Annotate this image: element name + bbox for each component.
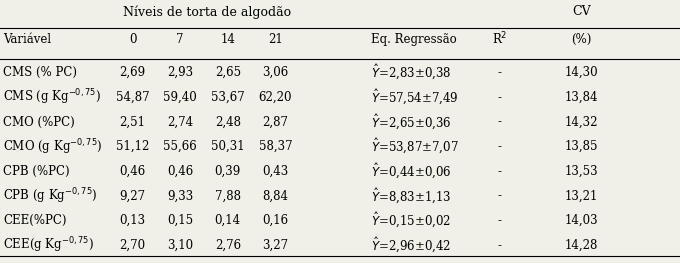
Text: 0,15: 0,15	[167, 214, 193, 227]
Text: 53,67: 53,67	[211, 91, 245, 104]
Text: 9,33: 9,33	[167, 190, 193, 203]
Text: $\hat{Y}$=57,54±7,49: $\hat{Y}$=57,54±7,49	[371, 88, 458, 107]
Text: (%): (%)	[571, 33, 592, 46]
Text: Eq. Regressão: Eq. Regressão	[371, 33, 456, 46]
Text: 14,28: 14,28	[564, 239, 598, 252]
Text: 2,48: 2,48	[215, 115, 241, 129]
Text: 2,76: 2,76	[215, 239, 241, 252]
Text: 2,65: 2,65	[215, 66, 241, 79]
Text: 2,69: 2,69	[120, 66, 146, 79]
Text: 3,10: 3,10	[167, 239, 193, 252]
Text: 13,85: 13,85	[564, 140, 598, 153]
Text: -: -	[498, 190, 502, 203]
Text: 14,32: 14,32	[564, 115, 598, 129]
Text: 2,93: 2,93	[167, 66, 193, 79]
Text: 21: 21	[268, 33, 283, 46]
Text: CPB (g Kg$^{-0,75}$): CPB (g Kg$^{-0,75}$)	[3, 186, 98, 206]
Text: 3,27: 3,27	[262, 239, 288, 252]
Text: R$^{2}$: R$^{2}$	[492, 31, 507, 48]
Text: $\hat{Y}$=8,83±1,13: $\hat{Y}$=8,83±1,13	[371, 186, 451, 206]
Text: 7: 7	[176, 33, 184, 46]
Text: 0,46: 0,46	[167, 165, 193, 178]
Text: 0,46: 0,46	[120, 165, 146, 178]
Text: CMS (% PC): CMS (% PC)	[3, 66, 78, 79]
Text: -: -	[498, 66, 502, 79]
Text: 13,21: 13,21	[564, 190, 598, 203]
Text: 0,14: 0,14	[215, 214, 241, 227]
Text: 58,37: 58,37	[258, 140, 292, 153]
Text: 55,66: 55,66	[163, 140, 197, 153]
Text: -: -	[498, 140, 502, 153]
Text: -: -	[498, 165, 502, 178]
Text: 7,88: 7,88	[215, 190, 241, 203]
Text: CV: CV	[572, 5, 591, 18]
Text: $\hat{Y}$=0,15±0,02: $\hat{Y}$=0,15±0,02	[371, 211, 451, 230]
Text: 59,40: 59,40	[163, 91, 197, 104]
Text: 0,43: 0,43	[262, 165, 288, 178]
Text: 8,84: 8,84	[262, 190, 288, 203]
Text: $\hat{Y}$=2,83±0,38: $\hat{Y}$=2,83±0,38	[371, 63, 451, 83]
Text: 0,39: 0,39	[215, 165, 241, 178]
Text: 2,74: 2,74	[167, 115, 193, 129]
Text: CMO (%PC): CMO (%PC)	[3, 115, 75, 129]
Text: -: -	[498, 214, 502, 227]
Text: 13,84: 13,84	[564, 91, 598, 104]
Text: 0,13: 0,13	[120, 214, 146, 227]
Text: CMS (g Kg$^{-0,75}$): CMS (g Kg$^{-0,75}$)	[3, 88, 101, 107]
Text: $\hat{Y}$=2,96±0,42: $\hat{Y}$=2,96±0,42	[371, 236, 451, 255]
Text: -: -	[498, 239, 502, 252]
Text: 2,70: 2,70	[120, 239, 146, 252]
Text: 50,31: 50,31	[211, 140, 245, 153]
Text: 14,30: 14,30	[564, 66, 598, 79]
Text: CEE(g Kg$^{-0,75}$): CEE(g Kg$^{-0,75}$)	[3, 236, 95, 255]
Text: CEE(%PC): CEE(%PC)	[3, 214, 67, 227]
Text: 14,03: 14,03	[564, 214, 598, 227]
Text: $\hat{Y}$=2,65±0,36: $\hat{Y}$=2,65±0,36	[371, 112, 451, 132]
Text: 51,12: 51,12	[116, 140, 150, 153]
Text: Níveis de torta de algodão: Níveis de torta de algodão	[123, 5, 292, 19]
Text: CPB (%PC): CPB (%PC)	[3, 165, 70, 178]
Text: -: -	[498, 91, 502, 104]
Text: 54,87: 54,87	[116, 91, 150, 104]
Text: -: -	[498, 115, 502, 129]
Text: 0: 0	[129, 33, 137, 46]
Text: $\hat{Y}$=0,44±0,06: $\hat{Y}$=0,44±0,06	[371, 162, 451, 181]
Text: 3,06: 3,06	[262, 66, 288, 79]
Text: 13,53: 13,53	[564, 165, 598, 178]
Text: 0,16: 0,16	[262, 214, 288, 227]
Text: 2,87: 2,87	[262, 115, 288, 129]
Text: 2,51: 2,51	[120, 115, 146, 129]
Text: 14: 14	[220, 33, 235, 46]
Text: $\hat{Y}$=53,87±7,07: $\hat{Y}$=53,87±7,07	[371, 137, 458, 156]
Text: CMO (g Kg$^{-0,75}$): CMO (g Kg$^{-0,75}$)	[3, 137, 103, 156]
Text: 9,27: 9,27	[120, 190, 146, 203]
Text: Variável: Variável	[3, 33, 52, 46]
Text: 62,20: 62,20	[258, 91, 292, 104]
